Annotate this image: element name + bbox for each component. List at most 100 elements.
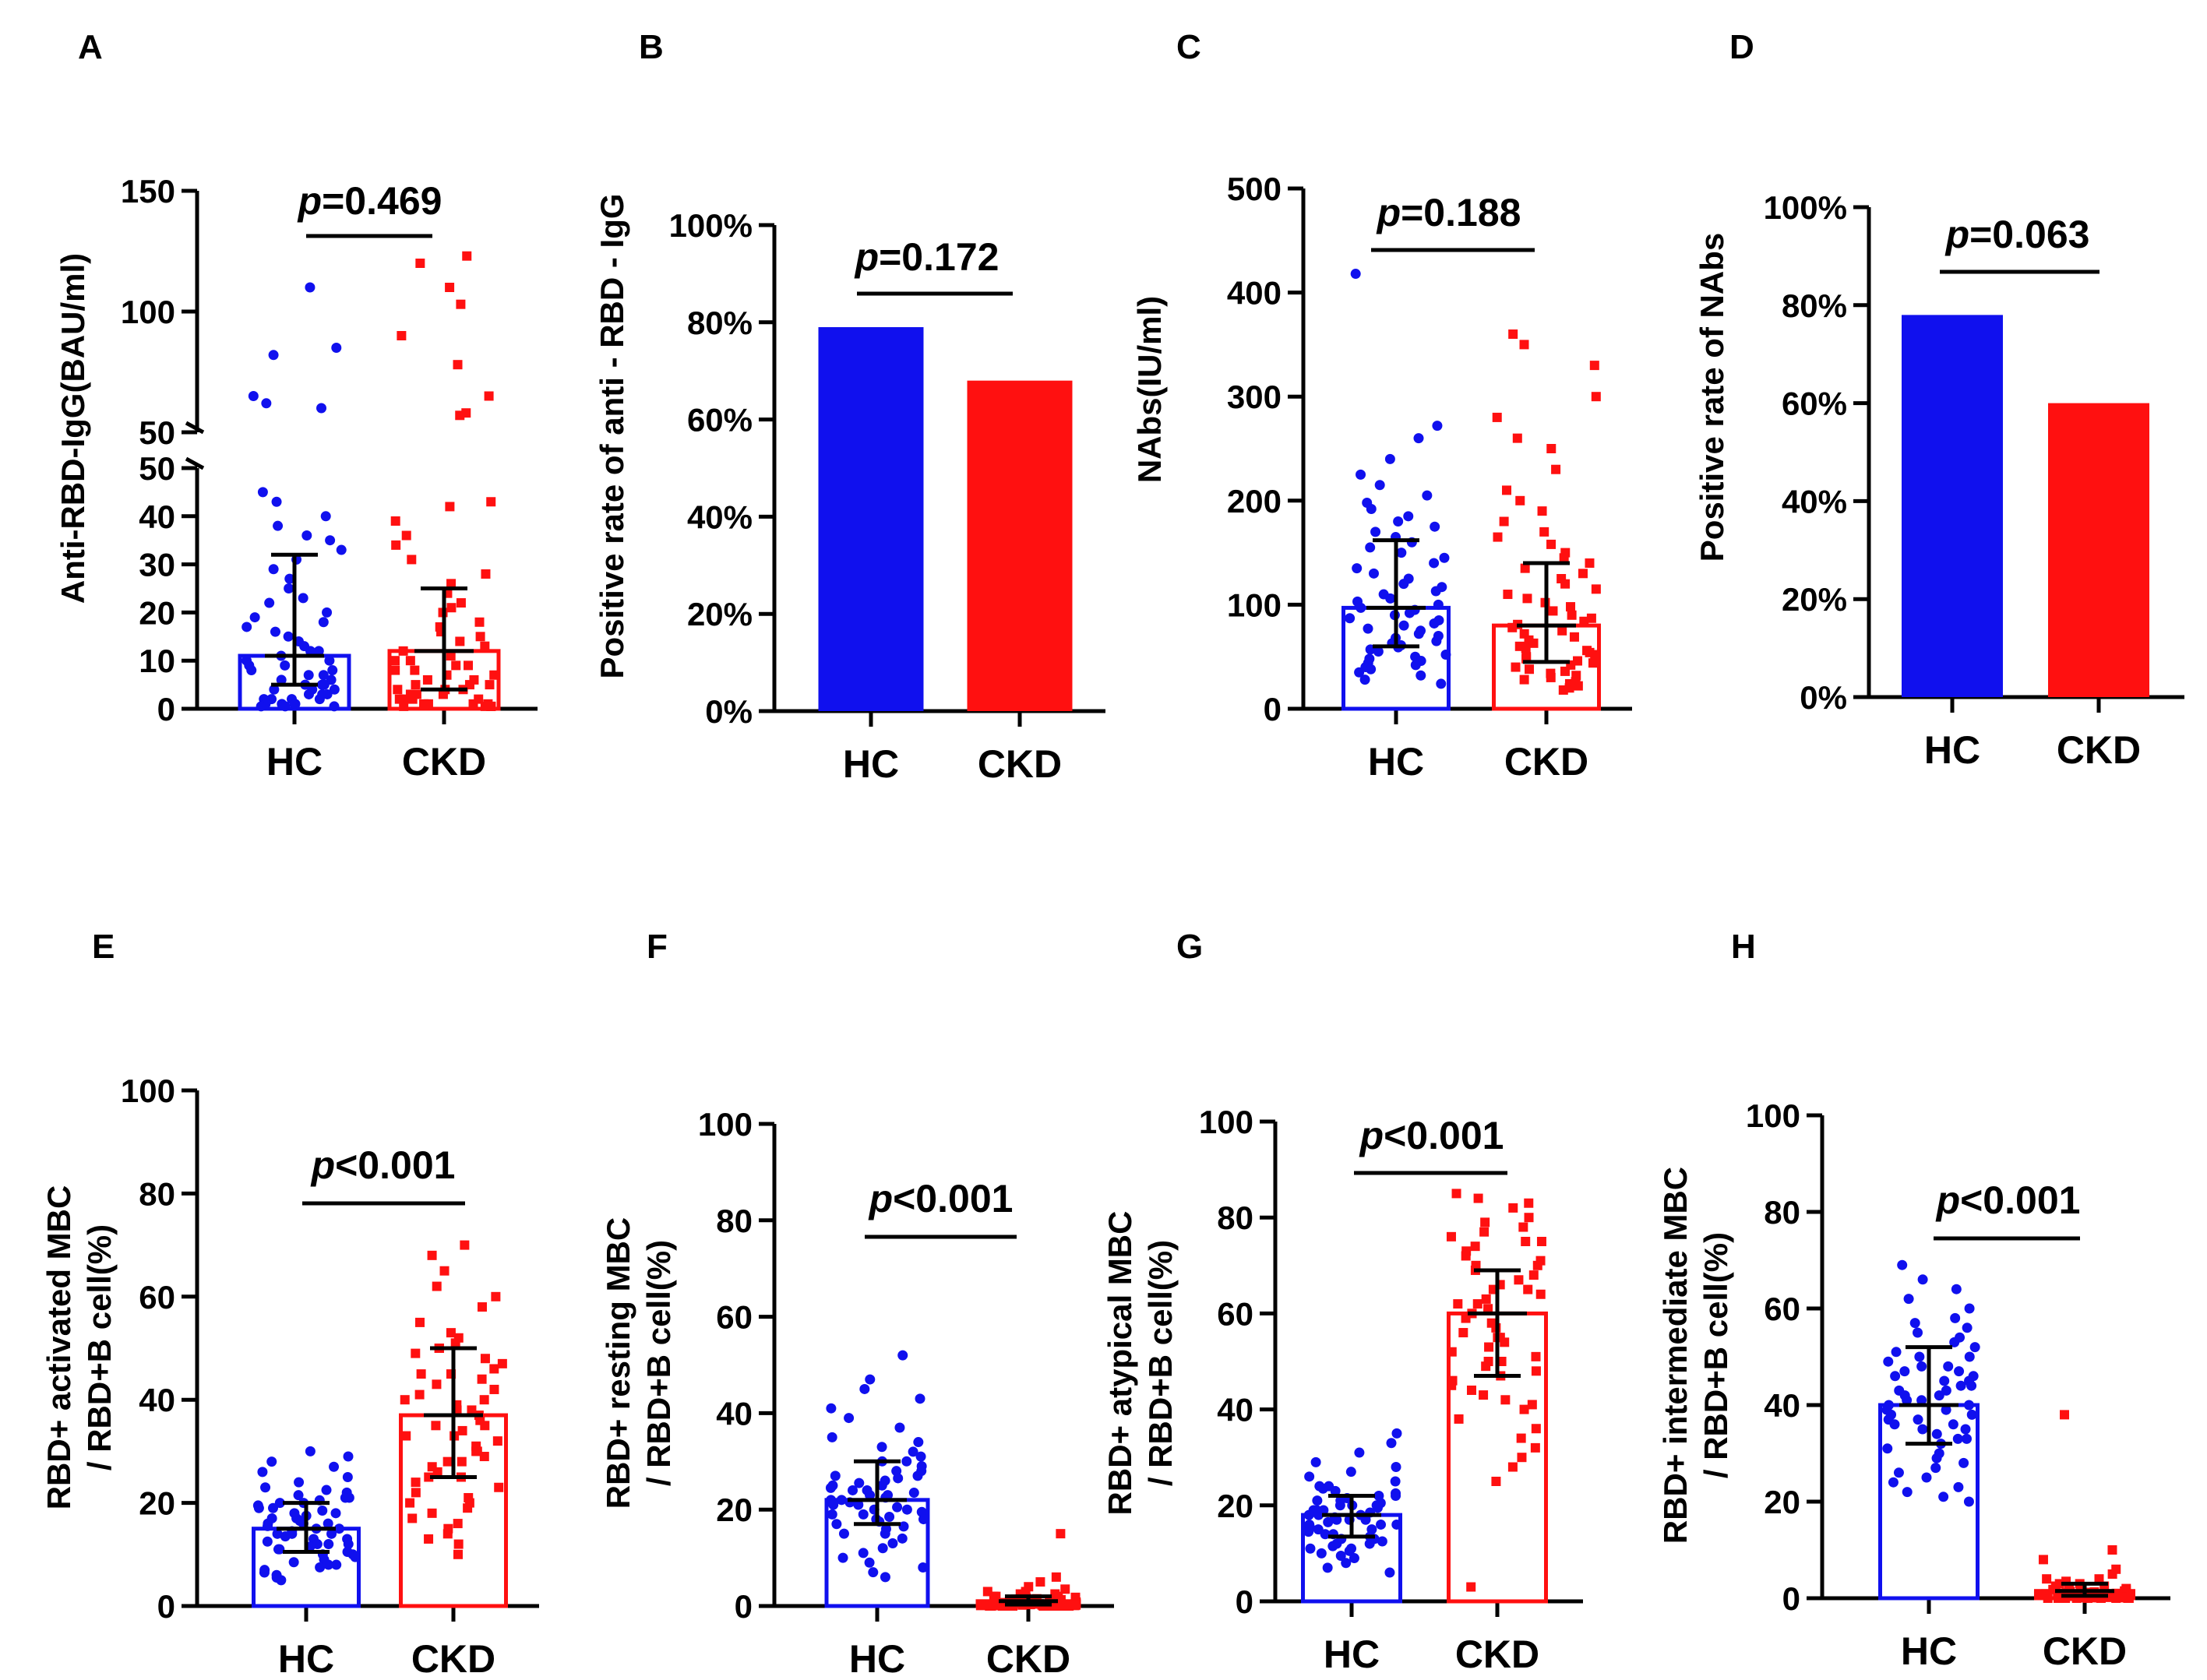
panel-a-point-ckd [480, 701, 490, 711]
panel-f-point-hc [848, 1485, 858, 1495]
panel-f-y-axis-title: RBD+ resting MBC / RBD+B cell(%) [600, 1217, 677, 1509]
panel-c-x-tick-label: CKD [1504, 740, 1588, 784]
panel-h-point-hc [1890, 1371, 1901, 1382]
panel-c-y-tick-label: 500 [1227, 171, 1282, 207]
panel-e-y-tick-label: 40 [139, 1382, 175, 1418]
panel-f-point-hc [827, 1509, 837, 1520]
panel-c-point-ckd [1573, 681, 1583, 691]
panel-c-y-tick-label: 0 [1264, 691, 1282, 727]
panel-h-point-ckd [2111, 1594, 2121, 1603]
panel-e-point-ckd [432, 1467, 442, 1477]
panel-g-point-hc [1391, 1462, 1401, 1473]
panel-f-point-ckd [1051, 1572, 1061, 1582]
panel-e-point-hc [330, 1508, 341, 1519]
panel-e-point-ckd [401, 1431, 411, 1441]
panel-e-point-ckd [439, 1266, 450, 1276]
panel-a-point-hc [320, 511, 331, 522]
panel-h-point-hc [1934, 1390, 1944, 1401]
panel-a-point-hc [318, 670, 329, 681]
panel-c-point-ckd [1586, 613, 1596, 623]
panel-f-point-hc [893, 1473, 904, 1484]
panel-h-point-hc [1917, 1274, 1928, 1285]
panel-e-point-ckd [464, 1498, 474, 1508]
panel-c-point-ckd [1588, 658, 1598, 668]
panel-e-point-hc [268, 1502, 279, 1513]
panel-g-point-hc [1384, 1567, 1395, 1578]
panel-f-point-hc [826, 1403, 837, 1414]
panel-a-point-hc [269, 684, 280, 695]
panel-c-point-ckd [1519, 674, 1529, 685]
panel-e-point-ckd [450, 1338, 460, 1348]
panel-e-point-ckd [480, 1354, 490, 1364]
panel-e-point-hc [260, 1482, 271, 1493]
panel-h-point-ckd [2042, 1574, 2052, 1584]
panel-f-p-symbol: p [868, 1177, 894, 1220]
panel-h-point-hc [1949, 1337, 1960, 1347]
panel-h-p-value: p<0.001 [1935, 1178, 2081, 1222]
panel-c-point-ckd [1507, 622, 1518, 632]
panel-f-point-hc [837, 1552, 848, 1563]
panel-g-point-hc [1323, 1516, 1334, 1527]
panel-c-point-ckd [1560, 579, 1571, 589]
panel-e-point-hc [294, 1477, 305, 1488]
panel-a-point-ckd [410, 665, 420, 675]
panel-a-point-ckd [399, 701, 409, 711]
panel-g-point-hc [1386, 1438, 1397, 1449]
panel-e-point-hc [315, 1562, 326, 1573]
panel-a-point-hc [329, 701, 340, 712]
panel-f-point-hc [876, 1480, 887, 1491]
panel-h-point-hc [1950, 1312, 1961, 1323]
panel-f-point-hc [880, 1528, 890, 1539]
panel-a-axis-break-lower [185, 456, 205, 470]
panel-a-point-hc [283, 631, 294, 642]
panel-f-point-hc [827, 1480, 838, 1491]
panel-c-point-ckd [1512, 433, 1522, 443]
panel-a-point-ckd [474, 617, 485, 627]
panel-e-point-ckd [432, 1281, 442, 1291]
panel-a-point-hc [261, 398, 272, 409]
panel-a-point-ckd [445, 283, 455, 292]
panel-g-y-tick-label: 40 [1217, 1392, 1253, 1428]
panel-g-point-hc [1305, 1543, 1316, 1554]
panel-c-point-ckd [1525, 664, 1535, 674]
panel-a-point-ckd [411, 680, 421, 690]
panel-e-point-ckd [405, 1498, 415, 1508]
panel-g: G RBD+ atypical MBC / RBD+B cell(%) 0 20 40 60… [1102, 928, 1583, 1676]
panel-g-point-ckd [1516, 1433, 1526, 1443]
panel-a-point-hc [319, 679, 330, 690]
panel-e-point-hc [342, 1534, 353, 1544]
panel-f-point-hc [897, 1533, 908, 1544]
panel-e-point-ckd [453, 1519, 463, 1529]
panel-e-point-ckd [460, 1240, 470, 1250]
panel-h-point-hc [1902, 1487, 1913, 1498]
panel-c-point-ckd [1546, 539, 1557, 549]
panel-c-point-hc [1422, 490, 1433, 501]
panel-c-point-hc [1393, 516, 1404, 527]
panel-g-point-hc [1316, 1548, 1327, 1558]
panel-e-point-ckd [442, 1529, 453, 1539]
panel-b-letter: B [639, 28, 664, 66]
panel-h-point-hc [1931, 1453, 1942, 1463]
panel-d-y-tick-label: 0% [1800, 679, 1847, 716]
panel-a-point-hc [270, 626, 280, 637]
panel-a-point-hc [268, 350, 279, 361]
panel-h-point-hc [1960, 1424, 1971, 1435]
panel-e-point-ckd [489, 1364, 499, 1374]
panel-c-point-ckd [1508, 329, 1518, 340]
panel-d-y-tick-label: 40% [1782, 483, 1847, 519]
panel-a-point-hc [303, 689, 314, 699]
panel-g-point-hc [1346, 1543, 1357, 1554]
panel-e-point-ckd [446, 1328, 456, 1338]
panel-e-point-ckd [411, 1348, 421, 1358]
panel-g-point-ckd [1521, 1237, 1531, 1246]
panel-a-point-ckd [489, 670, 499, 680]
panel-g-p-text: <0.001 [1384, 1114, 1504, 1157]
panel-e-point-ckd [442, 1456, 453, 1467]
panel-a-point-ckd [446, 603, 457, 613]
panel-a-p-text: =0.469 [322, 179, 442, 223]
panel-f-point-hc [858, 1548, 869, 1558]
panel-e-point-hc [272, 1528, 283, 1539]
panel-h-point-ckd [2043, 1594, 2053, 1603]
panel-h-point-hc [1953, 1481, 1964, 1492]
panel-h-point-hc [1969, 1342, 1980, 1353]
